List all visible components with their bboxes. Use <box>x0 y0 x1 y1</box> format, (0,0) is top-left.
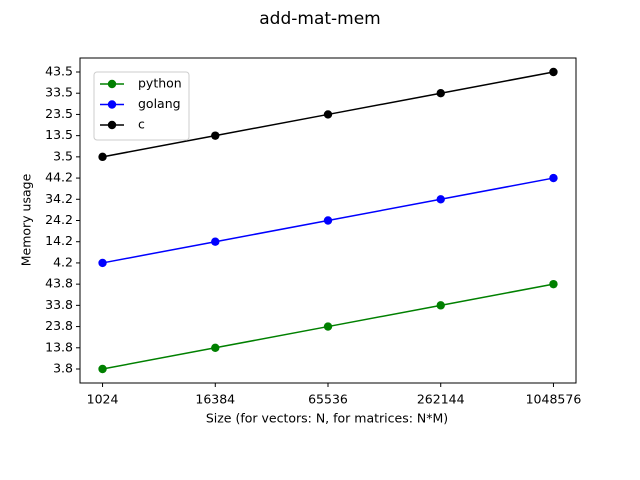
point <box>436 89 445 98</box>
legend-label: golang <box>138 96 181 111</box>
point <box>98 258 107 268</box>
legend-marker <box>107 79 117 89</box>
y-axis-label: Memory usage <box>19 173 34 266</box>
x-axis-label: Size (for vectors: N, for matrices: N*M) <box>206 411 448 426</box>
x-tick-label: 262144 <box>417 392 465 407</box>
point <box>549 173 558 183</box>
y-tick-label: 4.2 <box>53 254 73 269</box>
x-tick-label: 1048576 <box>526 392 582 407</box>
point <box>98 152 107 162</box>
y-tick-label: 13.5 <box>45 127 73 142</box>
y-tick-label: 23.8 <box>45 318 73 333</box>
y-tick-label: 13.8 <box>45 339 73 354</box>
legend-label: c <box>138 117 145 132</box>
point <box>549 279 558 289</box>
x-tick-label: 16384 <box>195 392 235 407</box>
y-tick-label: 43.5 <box>45 64 73 79</box>
y-tick-label: 23.5 <box>45 106 73 121</box>
point <box>323 322 333 331</box>
point <box>211 343 220 352</box>
x-tick-label: 65536 <box>308 392 348 407</box>
y-tick-label: 34.2 <box>45 191 73 206</box>
point <box>323 110 333 119</box>
y-tick-label: 3.5 <box>53 148 73 163</box>
y-tick-label: 44.2 <box>45 170 73 185</box>
legend-box <box>93 71 190 141</box>
point <box>211 237 220 246</box>
legend-marker <box>107 100 117 109</box>
legend-label: python <box>138 76 182 91</box>
point <box>549 67 558 77</box>
legend-marker <box>107 120 117 130</box>
point <box>98 364 107 374</box>
chart-title: add-mat-mem <box>259 9 381 29</box>
point <box>323 216 333 225</box>
point <box>436 301 445 310</box>
y-tick-label: 43.8 <box>45 276 73 291</box>
point <box>211 131 220 140</box>
y-tick-label: 33.5 <box>45 85 73 100</box>
point <box>436 195 445 204</box>
y-tick-label: 33.8 <box>45 297 73 312</box>
y-tick-label: 24.2 <box>45 212 73 227</box>
x-tick-label: 1024 <box>87 392 119 407</box>
y-tick-label: 14.2 <box>45 233 73 248</box>
y-tick-label: 3.8 <box>53 360 73 375</box>
